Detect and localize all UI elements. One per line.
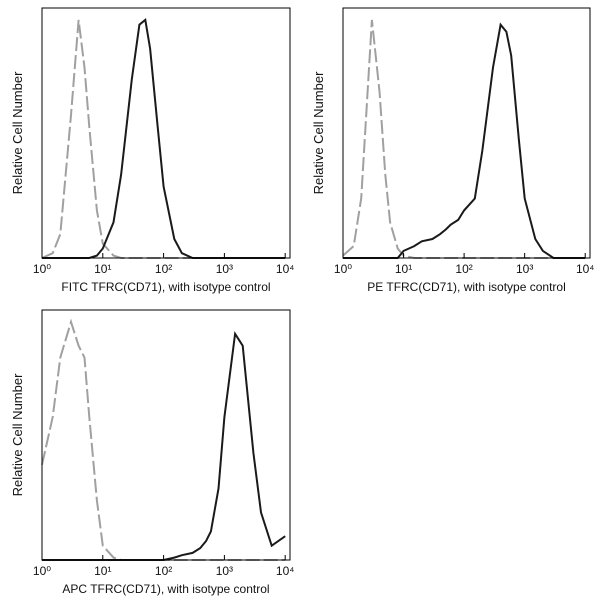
x-tick-label: 10⁰ xyxy=(33,564,51,578)
x-tick-label: 10² xyxy=(155,564,172,578)
x-tick-label: 10⁴ xyxy=(276,262,295,276)
x-axis-label: PE TFRC(CD71), with isotype control xyxy=(367,280,566,294)
histogram-line xyxy=(343,22,586,259)
x-tick-label: 10¹ xyxy=(94,564,111,578)
x-axis-label: FITC TFRC(CD71), with isotype control xyxy=(61,280,270,294)
x-tick-label: 10⁴ xyxy=(576,262,595,276)
plot-frame xyxy=(41,309,291,561)
plot-frame xyxy=(41,7,291,259)
x-tick-label: 10¹ xyxy=(395,262,412,276)
x-tick-label: 10² xyxy=(455,262,472,276)
y-axis-label: Relative Cell Number xyxy=(10,373,25,496)
x-tick-label: 10⁰ xyxy=(33,262,51,276)
x-tick-label: 10⁰ xyxy=(334,262,352,276)
histogram-line xyxy=(342,19,586,259)
x-tick-label: 10¹ xyxy=(94,262,111,276)
x-tick-label: 10³ xyxy=(216,262,233,276)
x-tick-label: 10³ xyxy=(216,564,233,578)
y-axis-label: Relative Cell Number xyxy=(10,71,25,194)
x-tick-label: 10³ xyxy=(516,262,533,276)
y-axis-label: Relative Cell Number xyxy=(311,71,326,194)
histogram-line xyxy=(42,330,286,561)
x-tick-label: 10⁴ xyxy=(276,564,295,578)
x-axis-label: APC TFRC(CD71), with isotype control xyxy=(62,582,269,596)
histogram-line xyxy=(41,318,286,561)
histogram-line xyxy=(41,19,286,259)
histogram-line xyxy=(42,18,286,259)
plot-frame xyxy=(342,7,591,259)
x-tick-label: 10² xyxy=(155,262,172,276)
